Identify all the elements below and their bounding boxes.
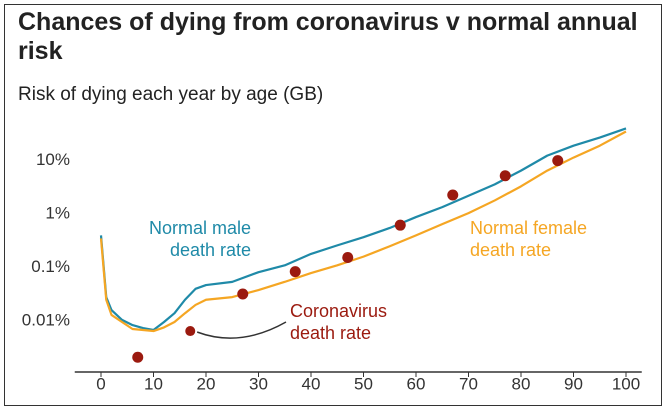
- y-tick-label: 10%: [36, 150, 70, 169]
- line: [99, 130, 627, 333]
- series-label: death rate: [170, 240, 251, 260]
- y-tick-label: 0.01%: [22, 311, 70, 330]
- x-tick-label: 20: [197, 374, 216, 393]
- x-tick-label: 70: [459, 374, 478, 393]
- point: [237, 288, 249, 300]
- series-label: Normal female: [470, 218, 587, 238]
- x-tick-label: 40: [302, 374, 321, 393]
- y-tick-label: 0.1%: [31, 257, 70, 276]
- point: [394, 219, 406, 231]
- series-label: death rate: [470, 240, 551, 260]
- point: [499, 170, 511, 182]
- y-tick-label: 1%: [45, 204, 70, 223]
- series-label: Normal male: [149, 218, 251, 238]
- point: [289, 266, 301, 278]
- annotation-connector: [196, 321, 287, 339]
- chart-title: Chances of dying from coronavirus v norm…: [18, 8, 638, 65]
- point: [132, 351, 144, 363]
- x-tick-label: 60: [407, 374, 426, 393]
- x-tick-label: 0: [96, 374, 105, 393]
- x-tick-label: 100: [612, 374, 640, 393]
- point: [552, 155, 564, 167]
- x-tick-label: 50: [354, 374, 373, 393]
- point: [342, 252, 354, 264]
- frame: [4, 4, 662, 406]
- point: [183, 324, 198, 339]
- x-tick-label: 30: [249, 374, 268, 393]
- x-tick-label: 10: [144, 374, 163, 393]
- series-label: Coronavirus: [290, 301, 387, 321]
- x-tick-label: 80: [512, 374, 531, 393]
- series-label: death rate: [290, 323, 371, 343]
- x-tick-label: 90: [564, 374, 583, 393]
- point: [447, 189, 459, 201]
- chart-subtitle: Risk of dying each year by age (GB): [18, 84, 324, 105]
